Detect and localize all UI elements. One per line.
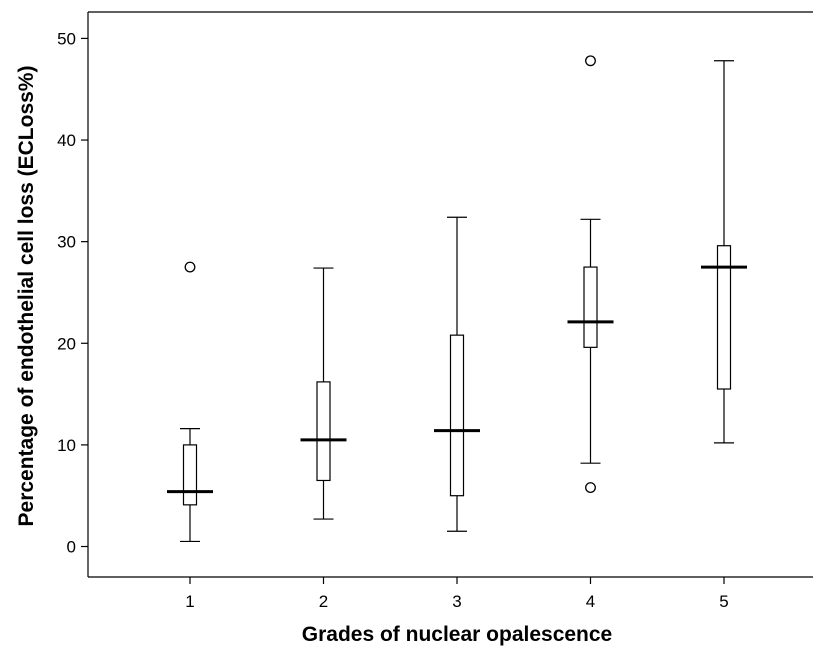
y-axis: 0 10 20 30 40 50 — [57, 29, 88, 556]
box-group — [568, 56, 614, 492]
box — [184, 445, 197, 505]
x-axis: 1 2 3 4 5 — [185, 577, 728, 611]
y-tick-label: 30 — [57, 233, 76, 252]
y-tick-label: 0 — [67, 538, 76, 557]
x-tick-label: 5 — [719, 592, 728, 611]
outlier-point — [586, 483, 596, 493]
box — [317, 382, 330, 481]
box-group — [301, 268, 347, 519]
box — [451, 335, 464, 496]
y-axis-title: Percentage of endothelial cell loss (ECL… — [15, 66, 38, 527]
y-tick-label: 50 — [57, 29, 76, 48]
box-series — [167, 56, 747, 541]
y-tick-label: 20 — [57, 334, 76, 353]
x-tick-label: 4 — [586, 592, 595, 611]
outlier-point — [586, 56, 596, 66]
box-group — [434, 217, 480, 531]
box-group — [167, 262, 213, 541]
y-tick-label: 40 — [57, 131, 76, 150]
box-group — [701, 61, 747, 443]
x-tick-label: 1 — [185, 592, 194, 611]
box — [584, 267, 597, 347]
x-tick-label: 2 — [319, 592, 328, 611]
y-tick-label: 10 — [57, 436, 76, 455]
x-axis-title: Grades of nuclear opalescence — [302, 623, 612, 646]
outlier-point — [185, 262, 195, 272]
x-tick-label: 3 — [452, 592, 461, 611]
